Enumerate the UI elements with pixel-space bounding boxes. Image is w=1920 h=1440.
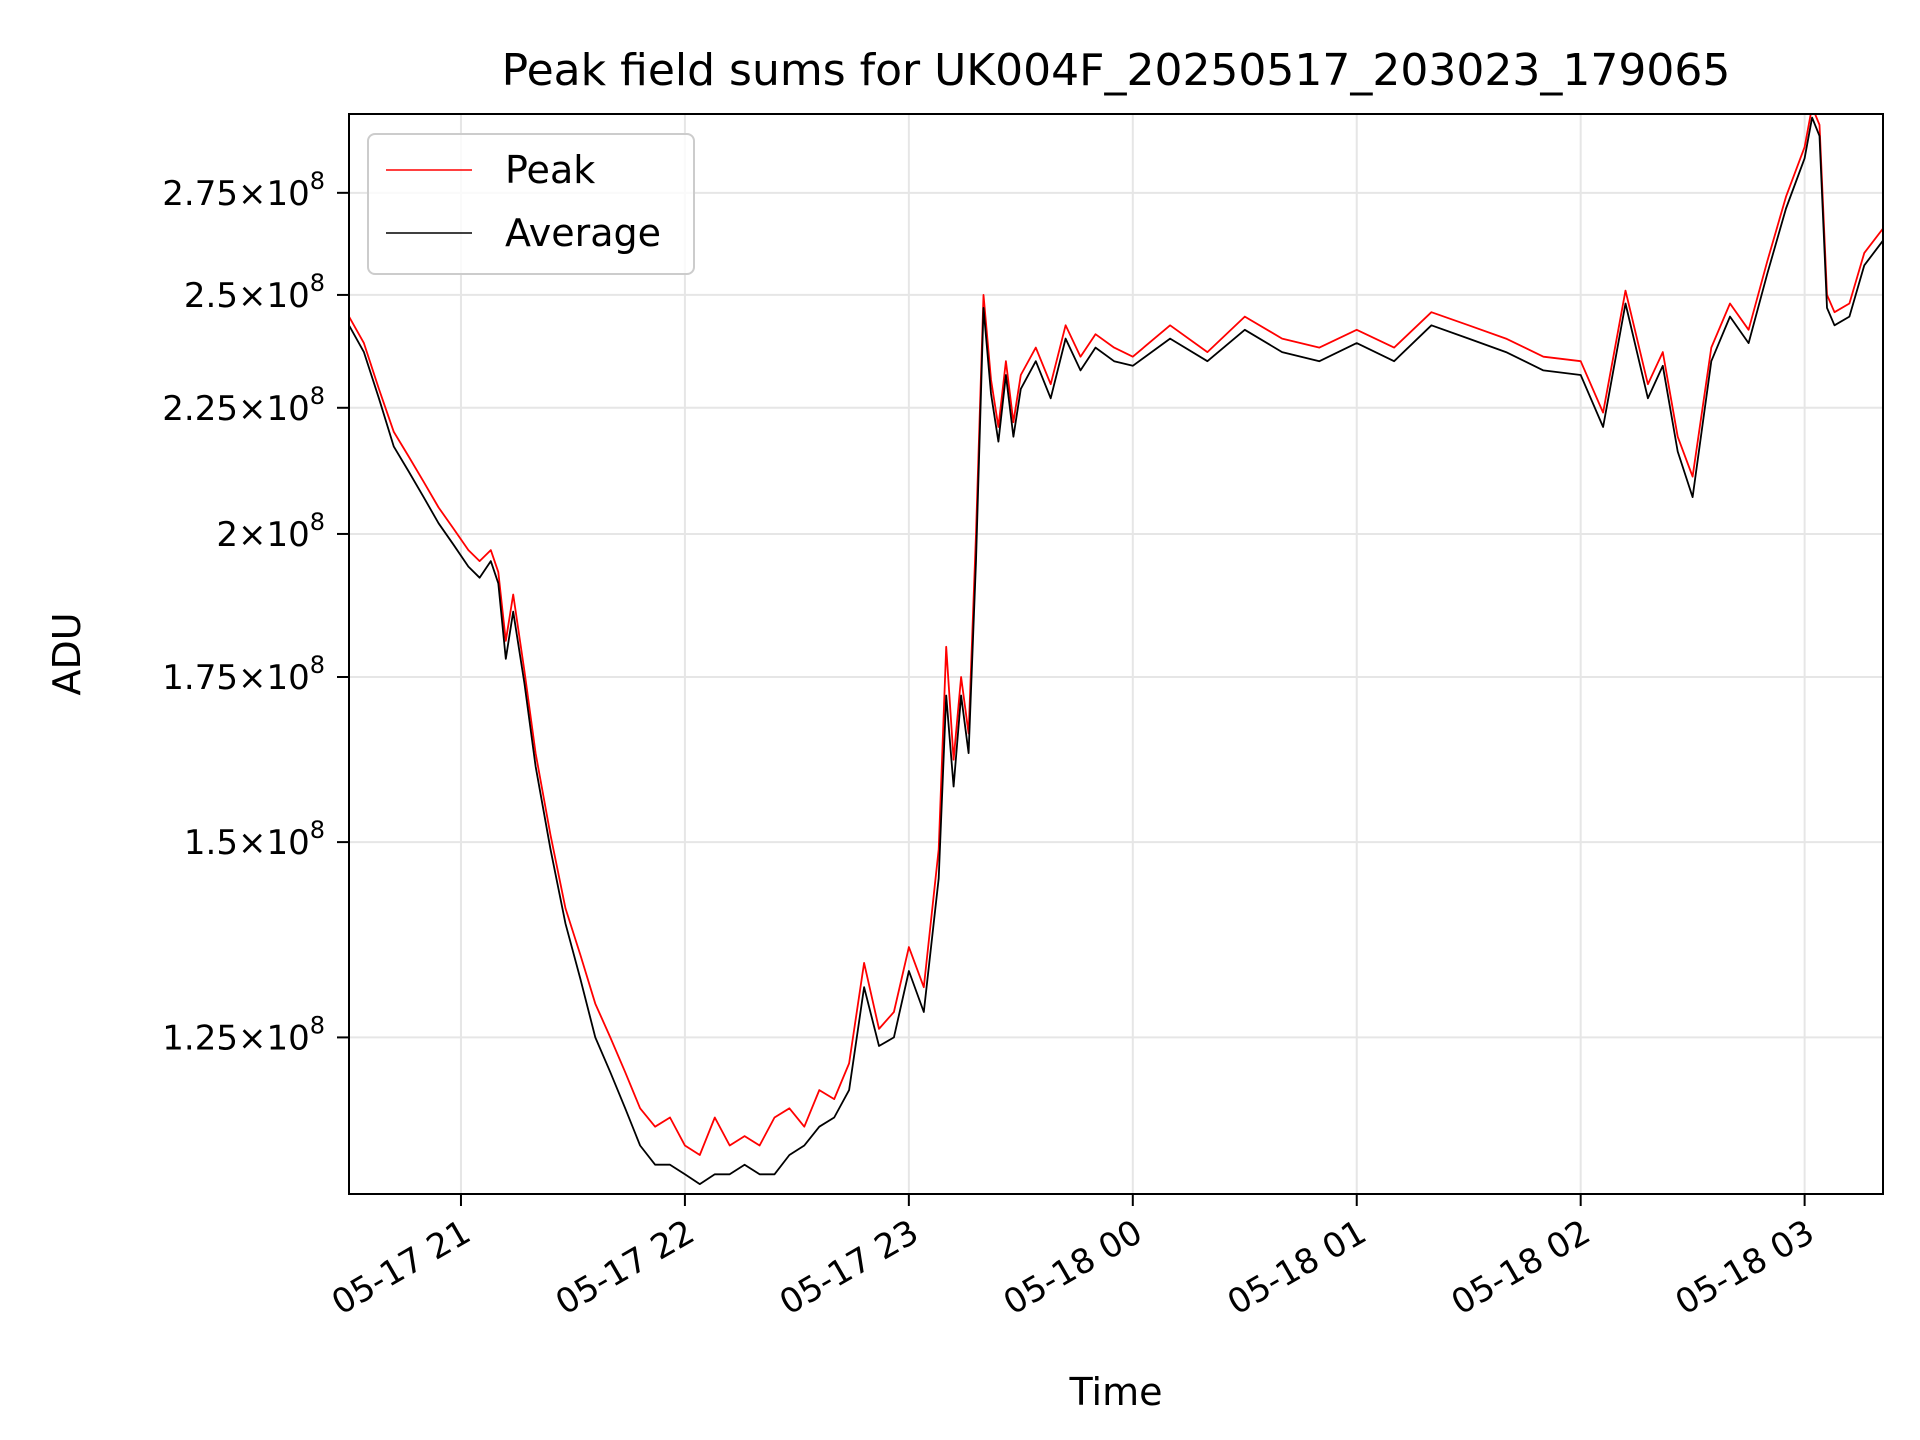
- y-tick-label: 2×108: [216, 508, 325, 555]
- y-tick-exponent: 8: [310, 382, 325, 410]
- y-tick-label: 2.25×108: [162, 382, 325, 429]
- y-tick-exponent: 8: [310, 508, 325, 536]
- y-tick-mantissa: 1.25: [162, 1018, 238, 1058]
- y-tick-base: ×10: [238, 174, 310, 214]
- series-layer: [349, 114, 1883, 1185]
- y-tick-mantissa: 2: [216, 515, 238, 555]
- y-tick-label: 2.5×108: [184, 269, 325, 316]
- y-tick-mantissa: 2.25: [162, 389, 238, 429]
- y-tick-exponent: 8: [310, 816, 325, 844]
- chart-title: Peak field sums for UK004F_20250517_2030…: [502, 45, 1731, 96]
- y-tick-exponent: 8: [310, 269, 325, 297]
- y-tick-label: 1.25×108: [162, 1011, 325, 1058]
- legend: Peak Average: [367, 133, 695, 275]
- y-axis: 1.25×1081.5×1081.75×1082×1082.25×1082.5×…: [162, 167, 349, 1058]
- y-tick-exponent: 8: [310, 1011, 325, 1039]
- y-tick-base: ×10: [238, 823, 310, 863]
- series-line-average: [349, 116, 1883, 1185]
- y-tick-mantissa: 2.75: [162, 174, 238, 214]
- y-tick-label: 1.75×108: [162, 651, 325, 698]
- y-tick-label: 2.75×108: [162, 167, 325, 214]
- series-line-peak: [349, 114, 1883, 1156]
- y-tick-exponent: 8: [310, 167, 325, 195]
- y-tick-mantissa: 1.75: [162, 658, 238, 698]
- y-tick-base: ×10: [238, 658, 310, 698]
- legend-label-peak: Peak: [505, 148, 595, 192]
- y-tick-mantissa: 2.5: [184, 276, 238, 316]
- y-tick-base: ×10: [238, 1018, 310, 1058]
- y-tick-base: ×10: [238, 389, 310, 429]
- legend-box: [367, 133, 695, 275]
- y-tick-label: 1.5×108: [184, 816, 325, 863]
- legend-label-average: Average: [505, 211, 661, 255]
- y-tick-base: ×10: [238, 515, 310, 555]
- plot-frame: [348, 113, 1884, 1195]
- y-tick-base: ×10: [238, 276, 310, 316]
- y-axis-title: ADU: [45, 612, 89, 695]
- y-tick-exponent: 8: [310, 651, 325, 679]
- y-tick-mantissa: 1.5: [184, 823, 238, 863]
- x-axis-title: Time: [1069, 1370, 1163, 1414]
